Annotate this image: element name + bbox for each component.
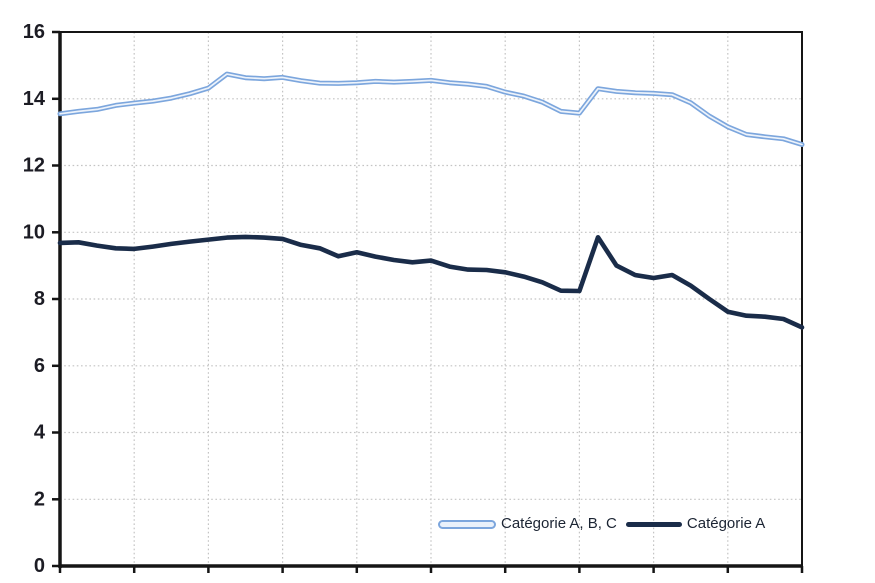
legend-label-categorie-abc: Catégorie A, B, C xyxy=(501,515,617,532)
y-axis-label: 4 xyxy=(34,422,46,444)
legend-swatch-solid-line-icon xyxy=(625,521,682,527)
y-axis-label: 6 xyxy=(34,355,45,377)
y-axis-label: 2 xyxy=(34,488,45,510)
legend-item-categorie-a: Catégorie A xyxy=(625,514,766,534)
legend-item-categorie-abc: Catégorie A, B, C xyxy=(438,514,617,534)
y-axis-label: 16 xyxy=(23,21,45,43)
y-axis-label: 12 xyxy=(23,155,45,177)
legend: Catégorie A, B, C Catégorie A xyxy=(438,514,765,534)
series-categorie-a-line xyxy=(57,234,805,330)
legend-label-categorie-a: Catégorie A xyxy=(686,515,766,532)
series-categorie-abc-inner-line xyxy=(59,73,803,146)
legend-swatch-double-line-icon xyxy=(438,519,496,529)
y-axis-label: 0 xyxy=(34,555,45,577)
y-axis-label: 10 xyxy=(23,221,45,243)
y-axis-label: 14 xyxy=(23,88,46,110)
y-axis-label: 8 xyxy=(34,288,45,310)
